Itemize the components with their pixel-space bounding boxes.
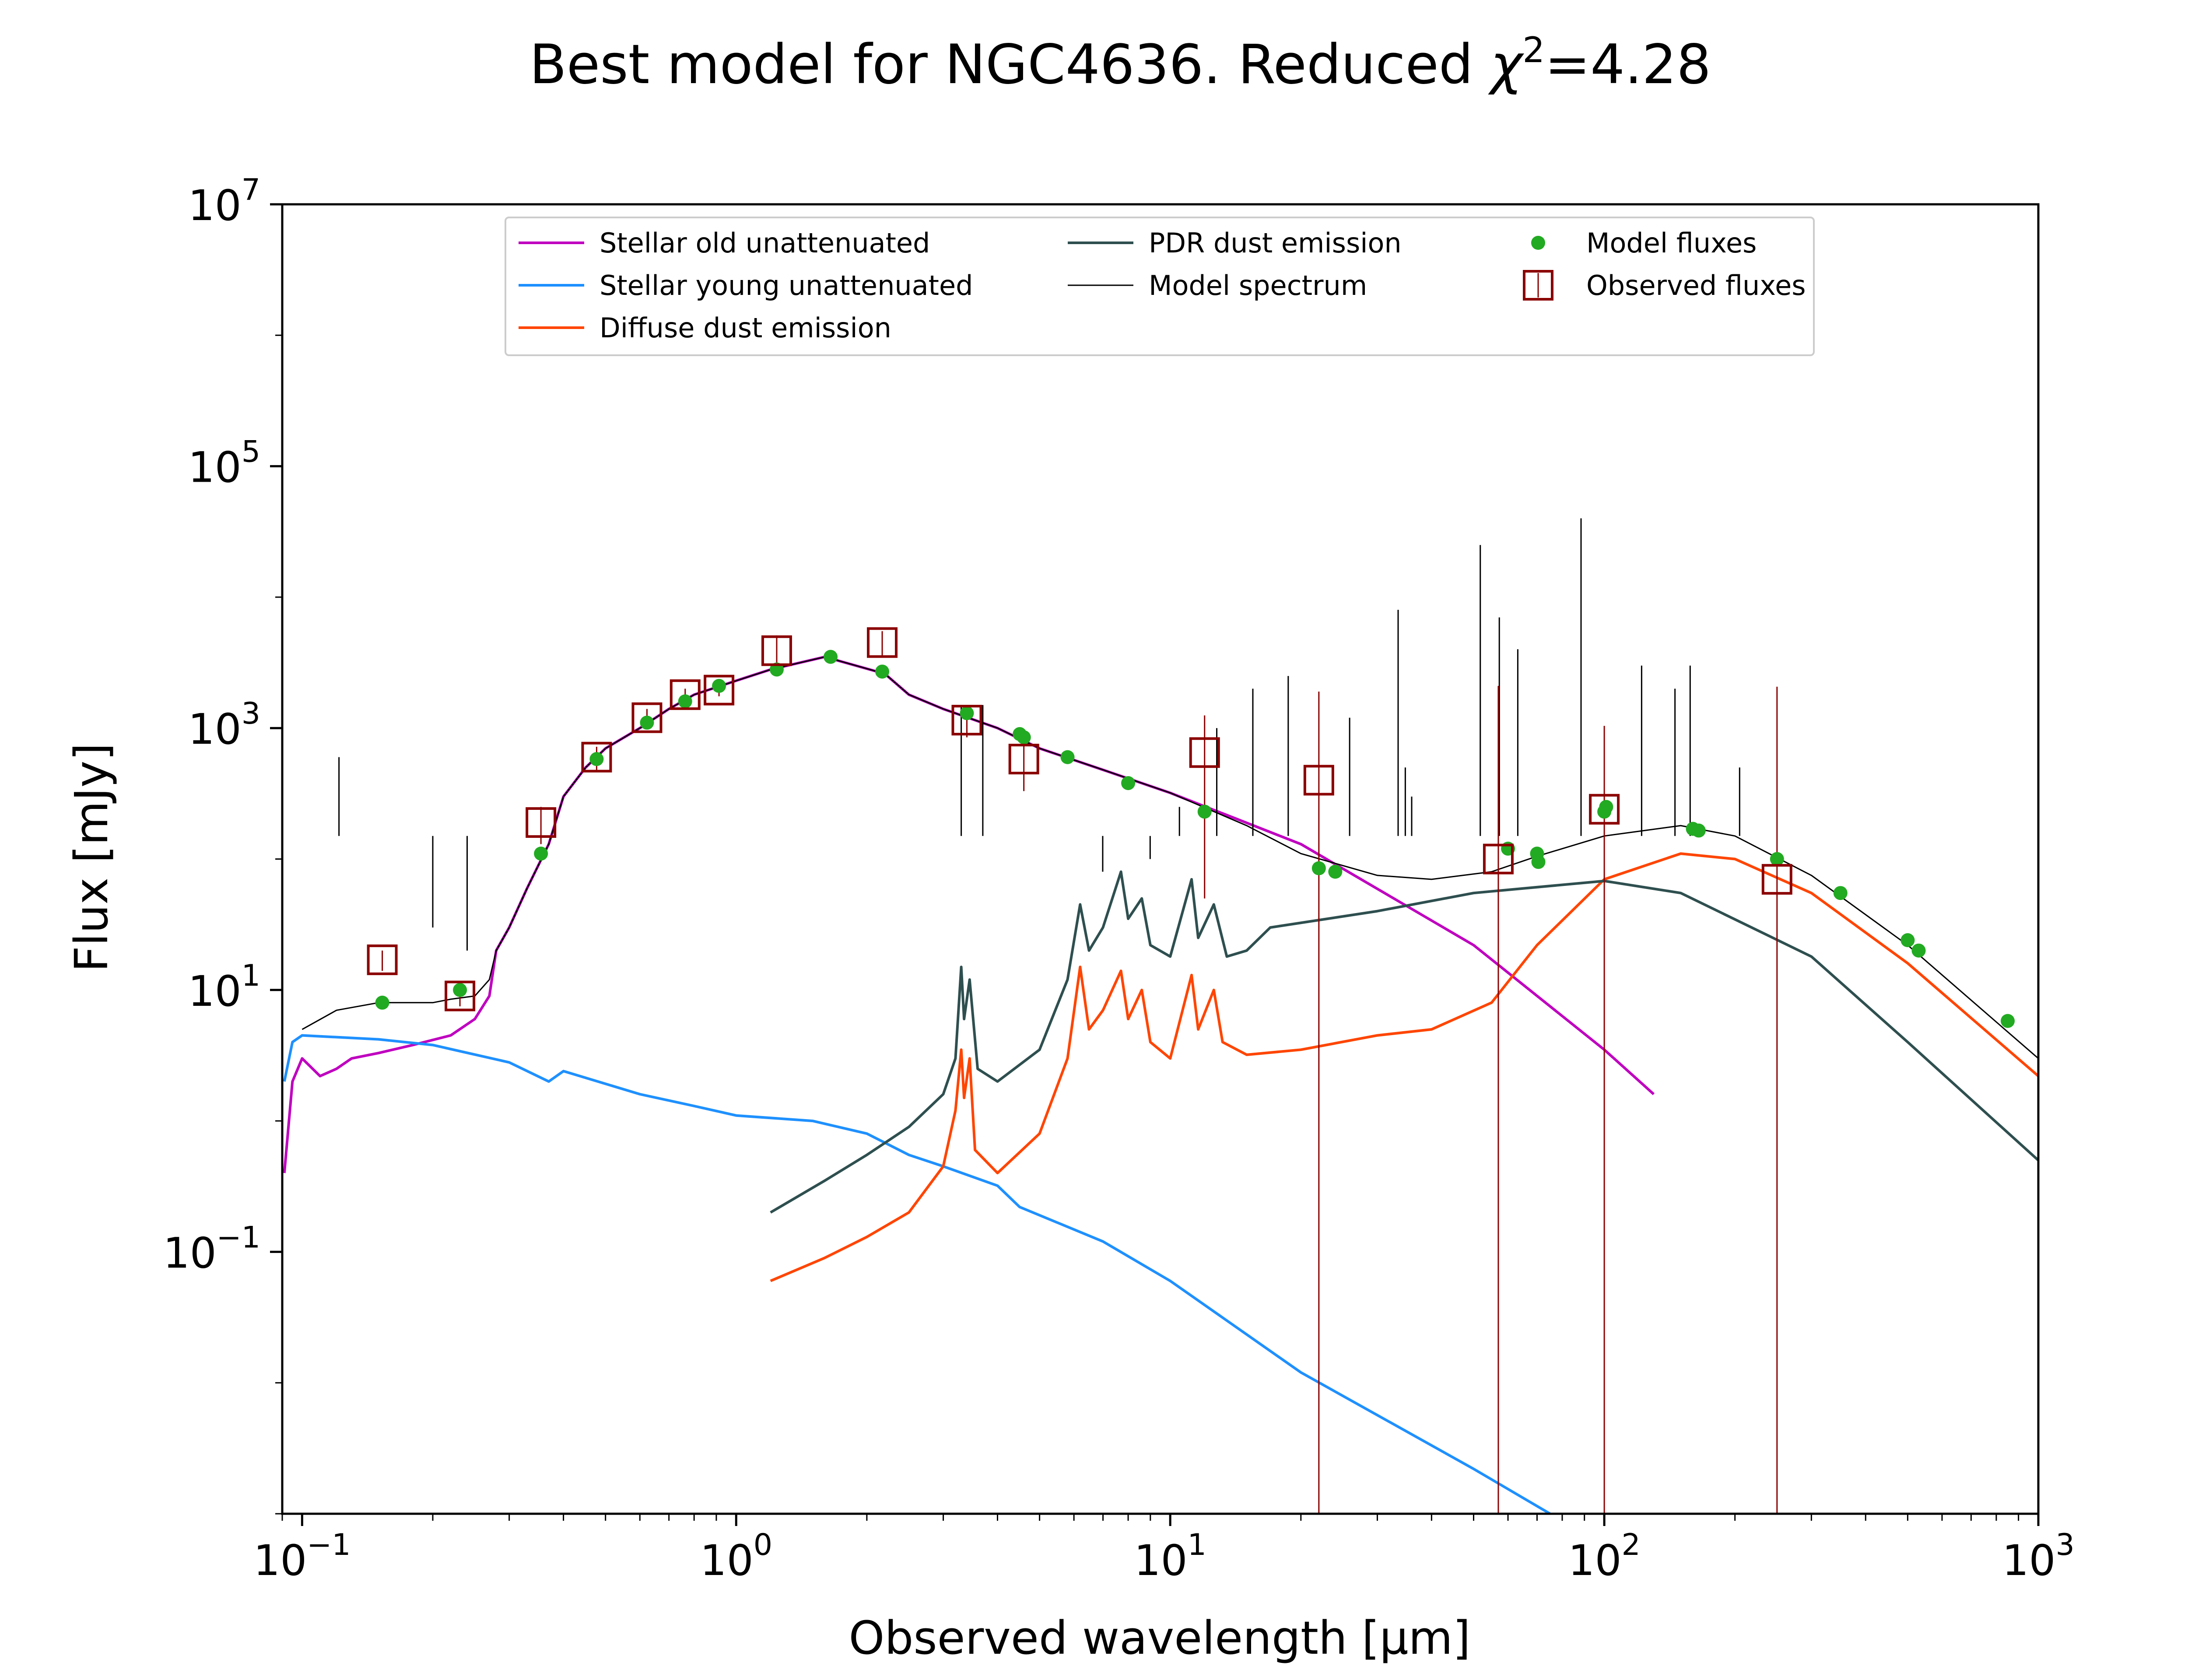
- model-flux-point: [1017, 730, 1031, 745]
- model-flux-point: [1911, 943, 1926, 958]
- model-flux-point: [640, 715, 654, 730]
- observed-flux-point: [1189, 737, 1220, 768]
- observed-flux-point: [367, 944, 398, 975]
- observed-flux-point: [951, 705, 982, 736]
- model-flux-point: [375, 995, 389, 1010]
- legend-item-stellar-young-unattenuated: Stellar young unattenuated: [519, 270, 973, 301]
- y-tick-label: 105: [188, 435, 260, 492]
- series-stellar-young-unattenuated: [283, 1034, 1551, 1514]
- observed-flux-point: [1761, 864, 1792, 895]
- model-flux-point: [1691, 823, 1706, 838]
- legend-label: Diffuse dust emission: [600, 312, 891, 344]
- legend-label: Stellar old unattenuated: [600, 227, 930, 259]
- legend-label: PDR dust emission: [1149, 227, 1402, 259]
- model-flux-point: [1197, 805, 1212, 819]
- x-axis: 10−1 100 101 102 103: [253, 1514, 2075, 1585]
- observed-flux-point: [1589, 794, 1620, 825]
- legend-label: Model fluxes: [1586, 227, 1757, 259]
- legend-item-model-fluxes: Model fluxes: [1531, 227, 1757, 259]
- observed-flux-point: [761, 635, 792, 666]
- legend-item-observed-fluxes: Observed fluxes: [1523, 270, 1806, 301]
- model-flux-point: [875, 665, 890, 679]
- plot-area: [281, 203, 2040, 1515]
- x-tick-label: 102: [1568, 1528, 1640, 1585]
- legend-swatch: [1523, 270, 1553, 301]
- series-layer: [283, 518, 2038, 1514]
- legend-box: [505, 217, 1815, 356]
- observed-flux-point: [526, 807, 557, 838]
- legend-label: Stellar young unattenuated: [600, 270, 973, 301]
- model-flux-point: [960, 706, 974, 721]
- legend-item-pdr-dust-emission: PDR dust emission: [1068, 227, 1402, 259]
- model-flux-point: [1770, 852, 1784, 866]
- y-tick-label: 103: [188, 696, 260, 754]
- observed-flux-point: [581, 742, 612, 773]
- model-flux-point: [453, 983, 467, 997]
- model-flux-point: [824, 650, 838, 664]
- legend-swatch: [1531, 236, 1545, 250]
- y-tick-label: 10−1: [163, 1220, 260, 1278]
- observed-flux-point: [704, 675, 735, 706]
- x-tick-label: 103: [2002, 1528, 2074, 1585]
- marker-layer: [367, 627, 2015, 1028]
- legend-item-diffuse-dust-emission: Diffuse dust emission: [519, 312, 891, 344]
- model-flux-point: [1060, 750, 1075, 764]
- x-tick-label: 100: [700, 1528, 772, 1585]
- x-axis-label: Observed wavelength [μm]: [849, 1611, 1471, 1665]
- legend-item-stellar-old-unattenuated: Stellar old unattenuated: [519, 227, 930, 259]
- model-flux-point: [1599, 800, 1613, 814]
- model-flux-point: [2000, 1014, 2015, 1028]
- model-flux-point: [1531, 855, 1546, 869]
- legend-label: Model spectrum: [1149, 270, 1367, 301]
- model-flux-point: [1833, 886, 1848, 900]
- y-tick-label: 107: [188, 173, 260, 230]
- observed-flux-point: [445, 980, 476, 1012]
- errorbar-layer: [382, 631, 1778, 1514]
- observed-flux-point: [631, 702, 663, 733]
- model-flux-point: [589, 752, 604, 766]
- model-flux-point: [1311, 861, 1326, 875]
- model-flux-point: [678, 694, 692, 709]
- y-tick-label: 101: [188, 959, 260, 1016]
- series-diffuse-dust-emission: [770, 852, 2038, 1282]
- observed-flux-point: [867, 627, 898, 658]
- legend-item-model-spectrum: Model spectrum: [1068, 270, 1367, 301]
- y-axis-label: Flux [mJy]: [65, 743, 118, 972]
- model-flux-point: [1328, 864, 1343, 879]
- legend-label: Observed fluxes: [1586, 270, 1806, 301]
- legend: Stellar old unattenuated Stellar young un…: [505, 217, 1815, 356]
- model-flux-point: [769, 662, 784, 677]
- model-flux-point: [1121, 776, 1136, 790]
- x-tick-label: 10−1: [253, 1528, 351, 1585]
- chart-title: Best model for NGC4636. Reduced χ2=4.28: [529, 30, 1711, 96]
- series-pdr-dust-emission: [770, 870, 2038, 1214]
- observed-flux-point: [1303, 765, 1334, 796]
- y-axis: 10−1 101 103 105 107: [163, 173, 282, 1515]
- observed-flux-point: [1008, 744, 1039, 775]
- observed-flux-point: [1483, 844, 1514, 875]
- x-tick-label: 101: [1134, 1528, 1206, 1585]
- model-flux-point: [534, 847, 548, 861]
- model-flux-point: [712, 679, 726, 693]
- observed-flux-point: [670, 679, 701, 710]
- model-flux-point: [1900, 933, 1915, 948]
